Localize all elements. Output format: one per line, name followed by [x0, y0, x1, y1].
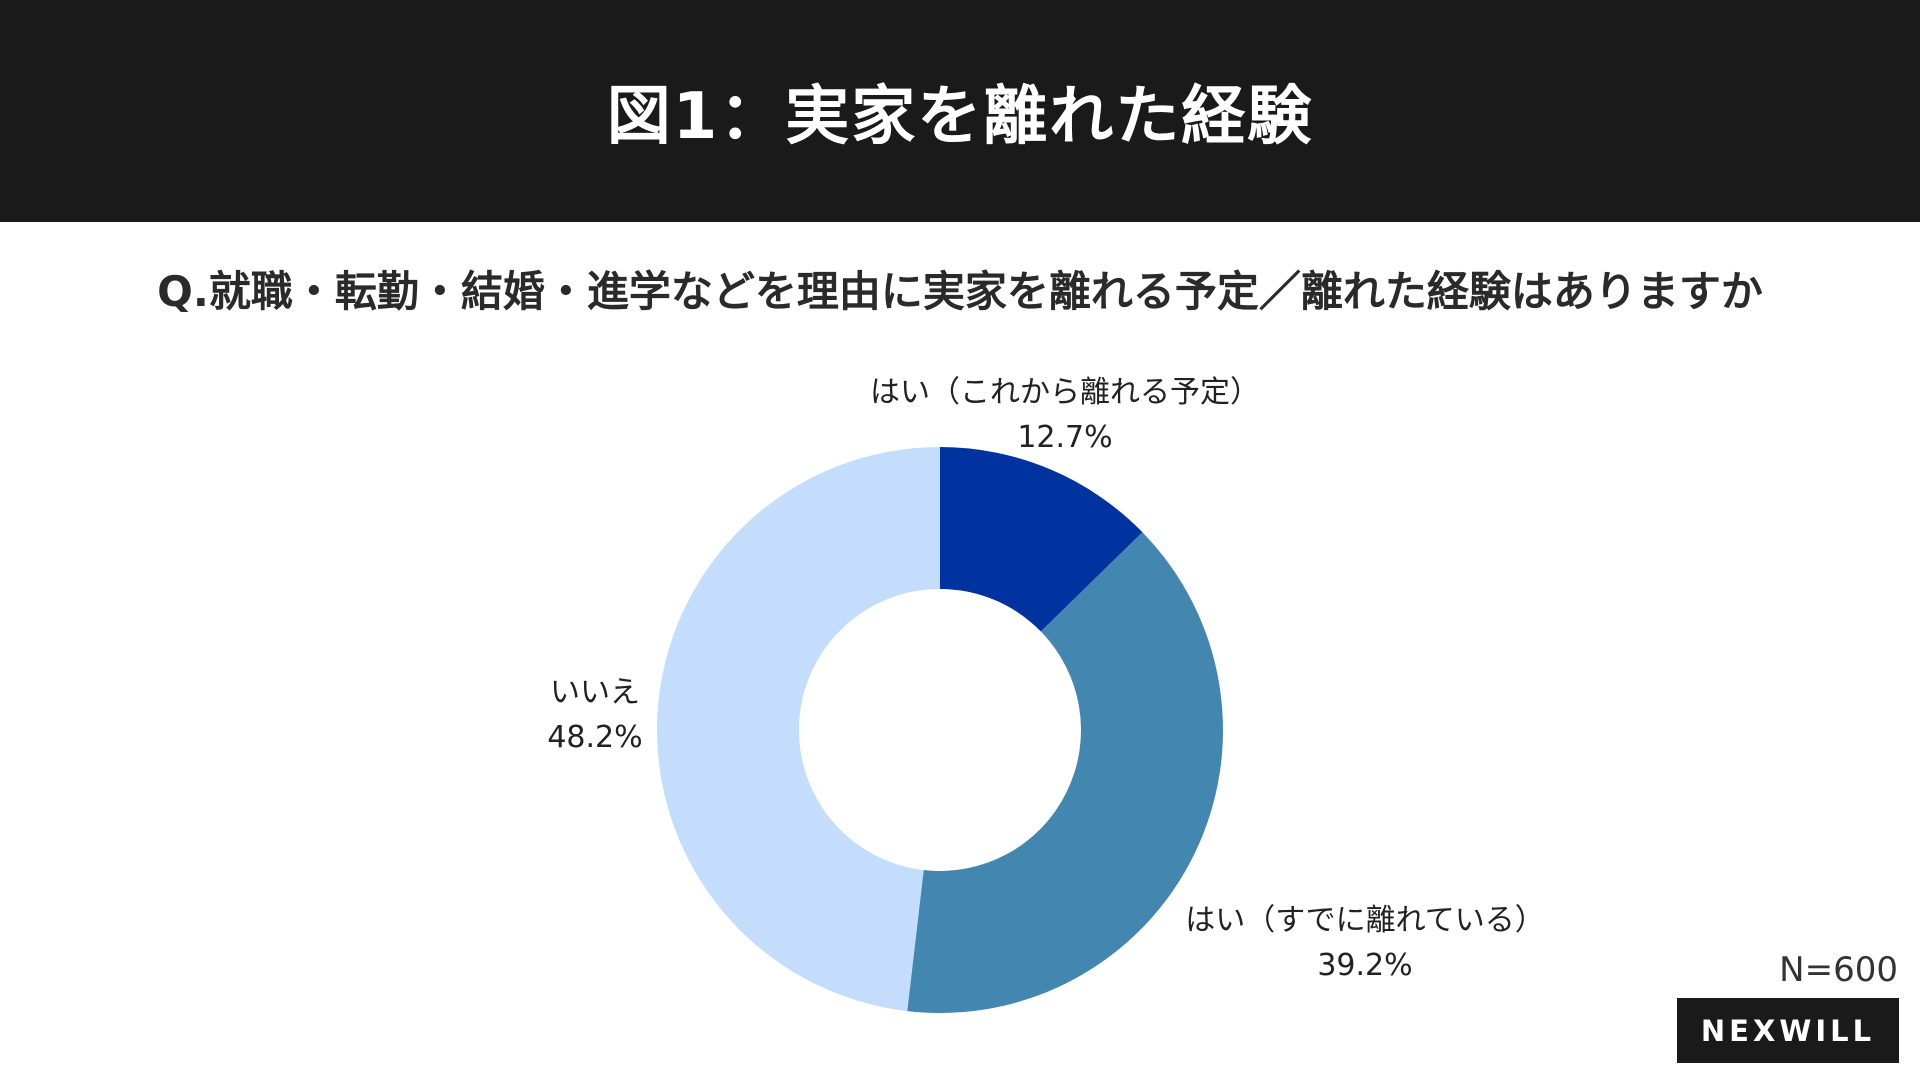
slice-label-3: いいえ [550, 675, 640, 710]
figure-title: 図1：実家を離れた経験 [606, 80, 1314, 154]
slice-value-1: 12.7% [1017, 420, 1112, 455]
slice-value-3: 48.2% [547, 720, 642, 755]
header-bar: 図1：実家を離れた経験 [0, 0, 1920, 222]
nexwill-logo: NEXWILL [1677, 998, 1899, 1063]
slice-label-1: はい（これから離れる予定） [870, 375, 1260, 410]
slice-label-2: はい（すでに離れている） [1185, 903, 1544, 938]
slice-value-2: 39.2% [1317, 948, 1412, 983]
donut-slice-2 [907, 532, 1224, 1014]
sample-size: N=600 [1779, 950, 1898, 990]
donut-slice-1 [940, 447, 1143, 632]
donut-slice-3 [657, 447, 940, 1012]
survey-question: Q.就職・転勤・結婚・進学などを理由に実家を離れる予定／離れた経験はありますか [157, 267, 1763, 316]
